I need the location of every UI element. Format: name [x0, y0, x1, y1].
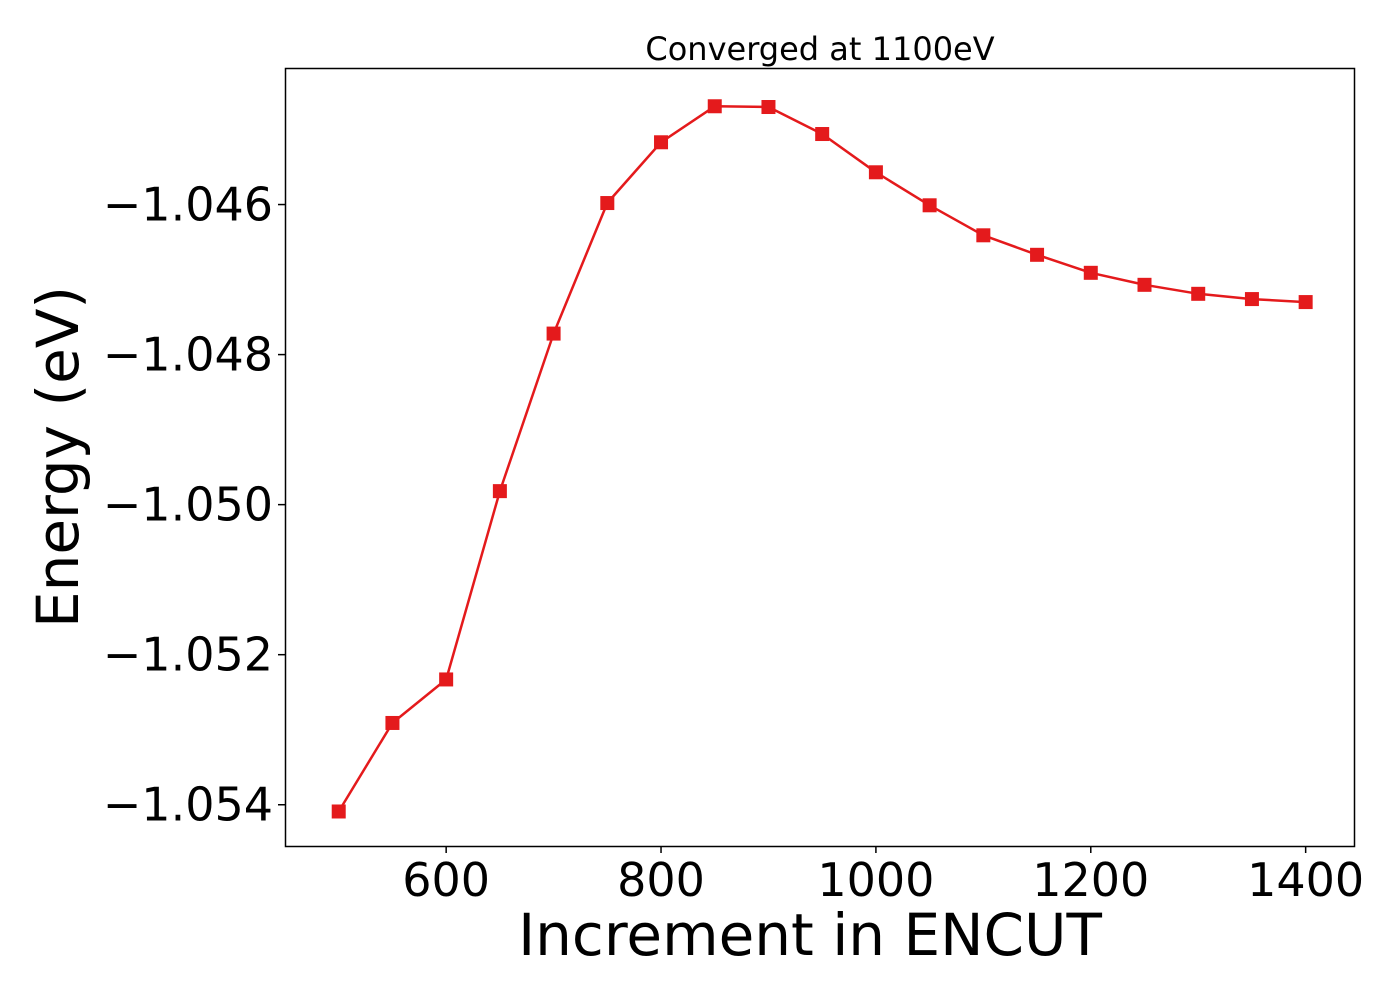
- data-point-marker: [1298, 295, 1313, 310]
- x-tick-label: 1200: [1032, 853, 1149, 907]
- x-tick-label: 800: [617, 853, 705, 907]
- y-tick-label: −1.046: [103, 178, 273, 232]
- data-point-marker: [492, 484, 507, 499]
- data-point-marker: [815, 127, 830, 142]
- data-point-marker: [1137, 277, 1152, 292]
- data-point-marker: [331, 804, 346, 819]
- x-tick-label: 600: [402, 853, 490, 907]
- plot-frame: [284, 67, 1356, 848]
- data-point-marker: [439, 672, 454, 687]
- data-point-marker: [1244, 292, 1259, 307]
- data-point-marker: [385, 715, 400, 730]
- y-axis-ticks: −1.054 −1.052 −1.050 −1.048 −1.046: [103, 178, 285, 832]
- data-point-marker: [707, 99, 722, 114]
- series-layer: [331, 99, 1313, 819]
- data-point-marker: [1191, 286, 1206, 301]
- data-point-marker: [868, 165, 883, 180]
- x-tick-label: 1000: [817, 853, 934, 907]
- data-point-marker: [546, 326, 561, 341]
- y-tick-label: −1.050: [103, 478, 273, 532]
- data-point-marker: [600, 196, 615, 211]
- data-point-marker: [761, 100, 776, 115]
- x-tick-label: 1400: [1247, 853, 1364, 907]
- data-point-marker: [1083, 265, 1098, 280]
- x-axis-ticks: 600 800 1000 1200 1400: [402, 846, 1364, 907]
- chart-title: Converged at 1100eV: [645, 30, 994, 68]
- y-axis-label: Energy (eV): [24, 286, 92, 628]
- y-tick-label: −1.048: [103, 328, 273, 382]
- data-point-marker: [976, 228, 991, 243]
- data-point-marker: [922, 198, 937, 213]
- y-tick-label: −1.052: [103, 628, 273, 682]
- x-axis-label: Increment in ENCUT: [518, 901, 1102, 969]
- data-point-marker: [1030, 247, 1045, 262]
- y-tick-label: −1.054: [103, 778, 273, 832]
- data-point-marker: [654, 135, 669, 150]
- series-line: [337, 105, 1306, 813]
